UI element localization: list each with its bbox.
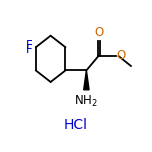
Text: F: F xyxy=(25,39,32,52)
Text: O: O xyxy=(117,49,126,62)
Text: HCl: HCl xyxy=(64,118,88,132)
Polygon shape xyxy=(84,70,89,90)
Text: F: F xyxy=(25,43,32,56)
Text: NH$_2$: NH$_2$ xyxy=(74,93,98,109)
Text: O: O xyxy=(94,26,104,39)
